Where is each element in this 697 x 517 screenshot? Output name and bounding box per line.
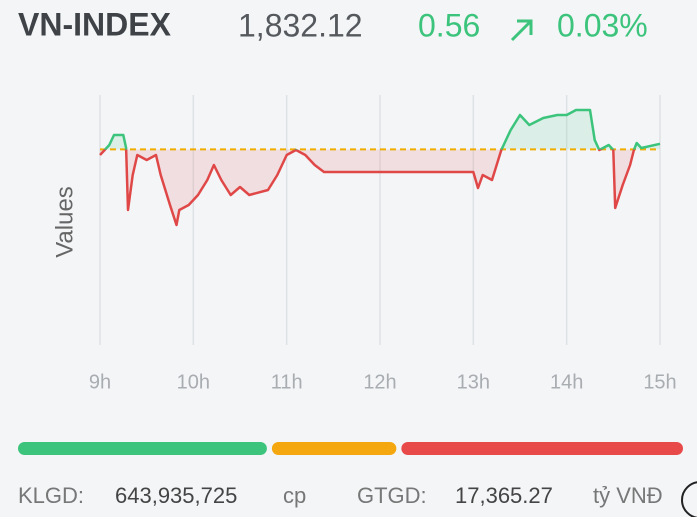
x-tick-label: 12h xyxy=(363,371,396,393)
index-price: 1,832.12 xyxy=(238,7,363,43)
volume-unit: cp xyxy=(283,483,306,508)
value-label: GTGD: xyxy=(357,483,427,508)
breadth-segment xyxy=(271,442,397,455)
index-change: 0.56 xyxy=(418,7,480,43)
y-axis-label: Values xyxy=(51,186,78,258)
x-tick-label: 15h xyxy=(643,371,676,393)
x-tick-label: 10h xyxy=(177,371,210,393)
x-tick-label: 11h xyxy=(271,371,303,393)
breadth-segment xyxy=(18,442,267,455)
volume: 643,935,725 xyxy=(115,483,237,508)
area-fill xyxy=(100,110,660,225)
x-tick-label: 13h xyxy=(457,371,490,393)
index-name: VN-INDEX xyxy=(18,6,172,42)
x-tick-label: 9h xyxy=(89,371,111,393)
x-tick-label: 14h xyxy=(550,371,583,393)
index-percent: 0.03% xyxy=(557,7,648,43)
up-arrow xyxy=(510,19,533,42)
breadth-bar xyxy=(18,442,683,455)
value-unit: tỷ VNĐ xyxy=(593,483,663,508)
breadth-segment xyxy=(401,442,683,455)
plot: 9h 10h 11h 12h 13h 14h 15h xyxy=(89,95,677,393)
value: 17,365.27 xyxy=(455,483,553,508)
volume-label: KLGD: xyxy=(18,483,84,508)
price-line xyxy=(99,108,661,227)
help-button[interactable] xyxy=(681,481,697,517)
